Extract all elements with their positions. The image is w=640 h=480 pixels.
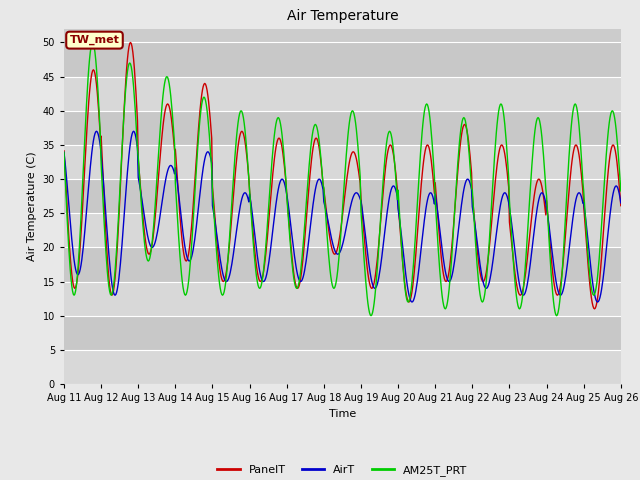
AM25T_PRT [445,293,452,299]
Bar [64,111,621,145]
PanelT [389,147,397,153]
PanelT [127,39,134,45]
AirT [389,183,397,189]
AM25T_PRT [568,123,575,129]
Line: AM25T_PRT: AM25T_PRT [64,42,621,316]
AirT [408,299,416,305]
AirT [335,251,342,257]
Y-axis label: Air Temperature (C): Air Temperature (C) [27,152,37,261]
AM25T_PRT [617,188,625,194]
PanelT [566,171,574,177]
AM25T_PRT [89,39,97,45]
AirT [207,156,215,162]
AirT [93,128,100,134]
Bar [64,179,621,213]
Bar [64,42,621,77]
Bar [64,350,621,384]
AirT [617,200,625,206]
AirT [445,278,452,284]
PanelT [335,241,342,247]
Line: AirT: AirT [64,131,621,302]
AM25T_PRT [183,289,191,295]
AM25T_PRT [390,147,397,153]
AM25T_PRT [60,149,68,155]
Bar [64,77,621,111]
X-axis label: Time: Time [329,408,356,419]
Line: PanelT: PanelT [64,42,621,309]
AM25T_PRT [207,156,215,161]
PanelT [591,306,598,312]
PanelT [183,257,191,263]
AirT [568,228,575,234]
PanelT [207,125,215,131]
PanelT [444,276,451,282]
Bar [64,282,621,316]
Bar [64,213,621,247]
Text: TW_met: TW_met [70,35,120,45]
AM25T_PRT [335,260,342,265]
AM25T_PRT [367,313,375,319]
Bar [64,316,621,350]
AirT [60,149,68,155]
Bar [64,247,621,282]
PanelT [617,203,625,208]
Legend: PanelT, AirT, AM25T_PRT: PanelT, AirT, AM25T_PRT [213,461,472,480]
Bar [64,145,621,179]
AirT [183,254,191,260]
Title: Air Temperature: Air Temperature [287,10,398,24]
PanelT [60,148,68,154]
